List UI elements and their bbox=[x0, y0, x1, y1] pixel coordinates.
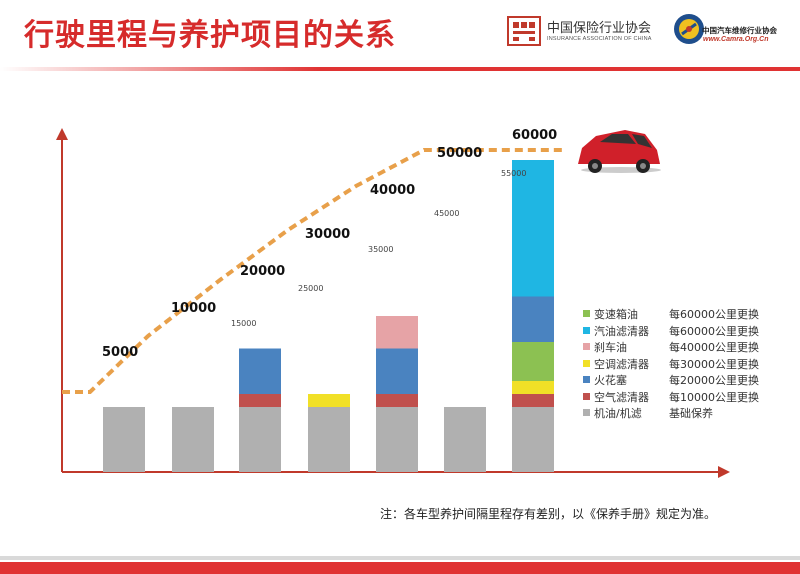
mileage-dashed-line bbox=[62, 148, 566, 394]
legend-item-interval: 每30000公里更换 bbox=[669, 357, 759, 371]
milestone-label-10000: 10000 bbox=[171, 301, 216, 316]
bar-40000-空气滤清器 bbox=[376, 394, 418, 407]
legend-item: 机油/机滤 基础保养 bbox=[583, 405, 793, 422]
legend-item-name: 空调滤清器 bbox=[594, 357, 649, 371]
bar-60000-空气滤清器 bbox=[512, 394, 554, 407]
bar-60000-空调滤清器 bbox=[512, 381, 554, 394]
x-axis-arrow bbox=[718, 466, 730, 478]
legend-item-name: 变速箱油 bbox=[594, 308, 638, 321]
legend-swatch bbox=[583, 343, 590, 350]
legend-item: 变速箱油 每60000公里更换 bbox=[583, 306, 793, 323]
legend-item-name: 汽油滤清器 bbox=[594, 324, 649, 338]
bar-60000-机油/机滤 bbox=[512, 407, 554, 472]
legend-item: 火花塞 每20000公里更换 bbox=[583, 372, 793, 389]
legend-item: 空调滤清器 每30000公里更换 bbox=[583, 356, 793, 373]
legend-item: 刹车油 每40000公里更换 bbox=[583, 339, 793, 356]
intermediate-label-25000: 25000 bbox=[298, 284, 323, 293]
footer-bar bbox=[0, 562, 800, 574]
legend-swatch bbox=[583, 409, 590, 416]
legend-item-name: 刹车油 bbox=[594, 341, 627, 354]
chart-legend: 变速箱油 每60000公里更换 汽油滤清器 每60000公里更换 刹车油 每40000公里… bbox=[583, 306, 793, 422]
red-car-icon bbox=[578, 130, 661, 173]
bar-40000-火花塞 bbox=[376, 348, 418, 394]
bar-30000-机油/机滤 bbox=[308, 407, 350, 472]
bar-60000-汽油滤清器 bbox=[512, 160, 554, 297]
iac-name-cn: 中国保险行业协会 bbox=[547, 21, 652, 36]
intermediate-label-55000: 55000 bbox=[501, 169, 526, 178]
milestone-label-60000: 60000 bbox=[512, 128, 557, 143]
bar-20000-机油/机滤 bbox=[239, 407, 281, 472]
bar-10000-机油/机滤 bbox=[172, 407, 214, 472]
footer-divider-gray bbox=[0, 556, 800, 560]
bar-60000-火花塞 bbox=[512, 296, 554, 342]
legend-item-interval: 每40000公里更换 bbox=[669, 341, 759, 354]
bar-40000-机油/机滤 bbox=[376, 407, 418, 472]
milestone-label-5000: 5000 bbox=[102, 345, 138, 360]
legend-item-name: 机油/机滤 bbox=[594, 407, 642, 420]
legend-item-name: 空气滤清器 bbox=[594, 390, 649, 404]
legend-item: 汽油滤清器 每60000公里更换 bbox=[583, 323, 793, 340]
bar-20000-火花塞 bbox=[239, 348, 281, 394]
iac-emblem-icon bbox=[507, 16, 541, 46]
camra-logo: 中国汽车维修行业协会 www.Camra.Org.Cn bbox=[672, 12, 796, 52]
intermediate-label-45000: 45000 bbox=[434, 209, 459, 218]
bar-20000-空气滤清器 bbox=[239, 394, 281, 407]
y-axis-arrow bbox=[56, 128, 68, 140]
legend-swatch bbox=[583, 359, 590, 367]
milestone-label-30000: 30000 bbox=[305, 227, 350, 242]
bar-50000-机油/机滤 bbox=[444, 407, 486, 472]
legend-item-name: 火花塞 bbox=[594, 374, 627, 387]
header: 行驶里程与养护项目的关系 中国保险行业协会 INSURANCE ASSOCIAT… bbox=[0, 0, 800, 64]
legend-item: 空气滤清器 每10000公里更换 bbox=[583, 389, 793, 406]
legend-item-interval: 每60000公里更换 bbox=[669, 324, 759, 338]
header-divider bbox=[0, 67, 800, 71]
legend-swatch bbox=[583, 392, 590, 400]
legend-swatch bbox=[583, 376, 590, 383]
footnote: 注：各车型养护间隔里程存有差别，以《保养手册》规定为准。 bbox=[380, 507, 717, 521]
bar-30000-空调滤清器 bbox=[308, 394, 350, 407]
page-title: 行驶里程与养护项目的关系 bbox=[24, 18, 396, 53]
legend-item-interval: 每60000公里更换 bbox=[669, 308, 759, 321]
camra-emblem-icon bbox=[674, 14, 704, 44]
legend-item-interval: 每10000公里更换 bbox=[669, 390, 759, 404]
legend-swatch bbox=[583, 326, 590, 334]
milestone-label-50000: 50000 bbox=[437, 146, 482, 161]
legend-swatch bbox=[583, 310, 590, 317]
bar-5000-机油/机滤 bbox=[103, 407, 145, 472]
milestone-label-40000: 40000 bbox=[370, 183, 415, 198]
bar-40000-刹车油 bbox=[376, 316, 418, 349]
camra-name-cn: 中国汽车维修行业协会 bbox=[702, 26, 777, 35]
intermediate-label-15000: 15000 bbox=[231, 319, 256, 328]
camra-url: www.Camra.Org.Cn bbox=[703, 36, 769, 43]
intermediate-label-35000: 35000 bbox=[368, 245, 393, 254]
legend-item-interval: 基础保养 bbox=[669, 407, 713, 420]
bar-60000-变速箱油 bbox=[512, 342, 554, 381]
iac-name-en: INSURANCE ASSOCIATION OF CHINA bbox=[547, 36, 652, 42]
milestone-label-20000: 20000 bbox=[240, 264, 285, 279]
iac-logo: 中国保险行业协会 INSURANCE ASSOCIATION OF CHINA bbox=[507, 14, 667, 50]
legend-item-interval: 每20000公里更换 bbox=[669, 374, 759, 387]
